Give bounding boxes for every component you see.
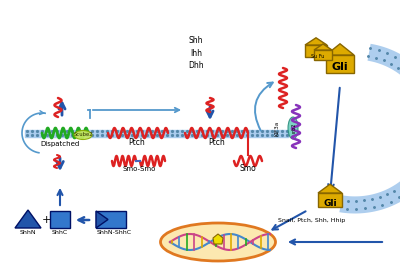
Text: Su Fu: Su Fu bbox=[311, 53, 325, 58]
FancyBboxPatch shape bbox=[314, 50, 332, 60]
Polygon shape bbox=[305, 38, 327, 45]
Polygon shape bbox=[96, 211, 108, 228]
Text: rrb2: rrb2 bbox=[292, 123, 296, 133]
Text: Smo: Smo bbox=[240, 164, 256, 173]
Text: KIF3a: KIF3a bbox=[274, 120, 280, 136]
Text: Shh
Ihh
Dhh: Shh Ihh Dhh bbox=[188, 36, 204, 70]
FancyBboxPatch shape bbox=[50, 211, 70, 228]
Polygon shape bbox=[213, 234, 223, 244]
FancyBboxPatch shape bbox=[326, 55, 354, 73]
FancyBboxPatch shape bbox=[96, 211, 126, 228]
Polygon shape bbox=[339, 44, 400, 214]
Text: +: + bbox=[41, 215, 51, 225]
Text: Gli: Gli bbox=[323, 199, 337, 209]
Text: Gli: Gli bbox=[332, 62, 348, 72]
Ellipse shape bbox=[288, 117, 298, 139]
Text: ShhC: ShhC bbox=[52, 230, 68, 235]
Ellipse shape bbox=[160, 223, 276, 261]
Ellipse shape bbox=[74, 131, 92, 139]
Text: Smo-Smo: Smo-Smo bbox=[122, 166, 156, 172]
Text: ShhN: ShhN bbox=[20, 230, 36, 235]
Text: Snail, Ptch, Shh, Hhip: Snail, Ptch, Shh, Hhip bbox=[278, 218, 345, 223]
Polygon shape bbox=[318, 184, 342, 193]
Text: ShhN-ShhC: ShhN-ShhC bbox=[96, 230, 132, 235]
Text: Dispatched: Dispatched bbox=[40, 141, 80, 147]
Text: Ptch: Ptch bbox=[209, 138, 225, 147]
Text: Scube2: Scube2 bbox=[73, 132, 93, 138]
Text: Ptch: Ptch bbox=[129, 138, 145, 147]
Polygon shape bbox=[314, 44, 332, 50]
Polygon shape bbox=[326, 44, 354, 55]
FancyBboxPatch shape bbox=[305, 45, 327, 57]
Polygon shape bbox=[15, 210, 41, 228]
FancyBboxPatch shape bbox=[318, 193, 342, 207]
